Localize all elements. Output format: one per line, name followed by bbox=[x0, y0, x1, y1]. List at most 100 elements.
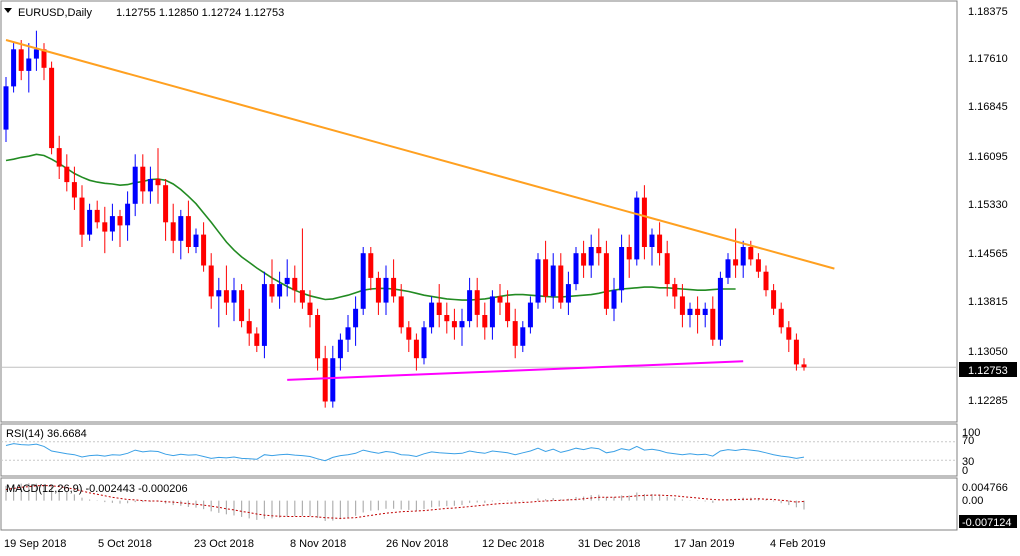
candle-body bbox=[193, 234, 199, 247]
candle-body bbox=[239, 290, 245, 322]
candle-body bbox=[725, 259, 731, 278]
date-tick: 31 Dec 2018 bbox=[578, 538, 640, 550]
macd-axis: 0.004766 0.00 -0.007124 bbox=[959, 482, 1017, 529]
date-tick: 5 Oct 2018 bbox=[98, 538, 152, 550]
last-price-box bbox=[959, 362, 1017, 377]
candle-body bbox=[11, 49, 17, 87]
candle-body bbox=[307, 302, 313, 315]
candle-body bbox=[170, 222, 176, 241]
candle-body bbox=[49, 67, 55, 149]
candle-body bbox=[383, 277, 389, 303]
candle-body bbox=[71, 182, 77, 198]
price-tick: 1.13815 bbox=[968, 296, 1008, 308]
rsi-layer bbox=[1, 441, 957, 462]
candle-body bbox=[657, 234, 663, 254]
candle-body bbox=[322, 358, 328, 402]
candle-body bbox=[117, 216, 123, 226]
candle-body bbox=[330, 358, 336, 402]
candle-body bbox=[771, 290, 777, 309]
price-tick: 1.14565 bbox=[968, 248, 1008, 260]
candle-body bbox=[695, 308, 701, 315]
date-axis: 19 Sep 2018 5 Oct 2018 23 Oct 2018 8 Nov… bbox=[4, 538, 826, 550]
candle-body bbox=[497, 296, 503, 303]
ohlc-values: 1.12755 1.12850 1.12724 1.12753 bbox=[116, 7, 284, 19]
candle-body bbox=[679, 296, 685, 315]
rsi-line bbox=[5, 443, 805, 462]
date-tick: 23 Oct 2018 bbox=[194, 538, 254, 550]
symbol-label: EURUSD,Daily bbox=[18, 7, 92, 19]
candle-body bbox=[520, 327, 526, 346]
candle-body bbox=[626, 247, 632, 260]
candle-body bbox=[269, 284, 275, 297]
candle-body bbox=[216, 290, 222, 297]
date-tick: 26 Nov 2018 bbox=[386, 538, 448, 550]
price-tick: 1.12285 bbox=[968, 395, 1008, 407]
candle-body bbox=[277, 284, 283, 297]
macd-signal-line bbox=[5, 484, 805, 519]
candle-body bbox=[33, 49, 39, 59]
rsi-tick: 100 bbox=[962, 427, 980, 439]
candle-body bbox=[185, 216, 191, 247]
candle-body bbox=[672, 284, 678, 297]
candle-body bbox=[763, 271, 769, 291]
candle-body bbox=[421, 327, 427, 359]
candle-body bbox=[581, 253, 587, 266]
macd-label: MACD(12,26,9) -0.002443 -0.000206 bbox=[6, 483, 188, 495]
candle-body bbox=[391, 277, 397, 297]
price-panel bbox=[0, 0, 958, 423]
candle-body bbox=[64, 166, 70, 183]
price-axis: 1.18375 1.17610 1.16845 1.16095 1.15330 … bbox=[959, 6, 1017, 407]
candle-body bbox=[786, 327, 792, 340]
candle-body bbox=[125, 203, 131, 226]
candle-body bbox=[733, 259, 739, 266]
date-tick: 8 Nov 2018 bbox=[290, 538, 346, 550]
candle-body bbox=[353, 308, 359, 328]
candle-body bbox=[459, 321, 465, 328]
candle-body bbox=[558, 265, 564, 303]
triangle-down-icon[interactable] bbox=[4, 8, 12, 13]
macd-tick: 0.004766 bbox=[962, 482, 1008, 494]
candle-body bbox=[603, 253, 609, 309]
rsi-tick: 0 bbox=[962, 465, 968, 477]
price-tick: 1.13050 bbox=[968, 346, 1008, 358]
price-layer bbox=[1, 30, 957, 408]
panels bbox=[0, 0, 958, 531]
candle-body bbox=[231, 290, 237, 303]
candle-body bbox=[535, 259, 541, 303]
candle-body bbox=[801, 364, 807, 368]
macd-panel bbox=[0, 477, 958, 531]
rsi-tick: 70 bbox=[962, 435, 974, 447]
candle-body bbox=[299, 290, 305, 303]
candle-body bbox=[565, 284, 571, 303]
price-tick: 1.15330 bbox=[968, 199, 1008, 211]
candle-body bbox=[147, 179, 153, 192]
candle-body bbox=[482, 315, 488, 328]
candle-body bbox=[573, 253, 579, 285]
candle-body bbox=[611, 290, 617, 309]
rsi-axis: 100 70 30 0 bbox=[962, 427, 980, 477]
candle-body bbox=[26, 58, 32, 71]
candle-body bbox=[512, 321, 518, 346]
candle-body bbox=[793, 339, 799, 365]
candle-body bbox=[87, 209, 93, 235]
candle-body bbox=[641, 197, 647, 247]
candle-body bbox=[451, 321, 457, 328]
macd-tick: 0.00 bbox=[962, 495, 983, 507]
candle-body bbox=[360, 253, 366, 309]
candle-body bbox=[140, 166, 146, 192]
candle-body bbox=[178, 216, 184, 241]
macd-last-box bbox=[959, 515, 1017, 528]
candle-body bbox=[413, 339, 419, 359]
candle-body bbox=[254, 333, 260, 346]
candle-body bbox=[550, 265, 556, 297]
candle-body bbox=[261, 284, 267, 346]
candle-body bbox=[79, 197, 85, 235]
candle-body bbox=[596, 247, 602, 254]
candle-body bbox=[505, 302, 511, 322]
macd-layer bbox=[5, 483, 805, 521]
candle-body bbox=[755, 259, 761, 272]
price-tick: 1.17610 bbox=[968, 53, 1008, 65]
candle-body bbox=[406, 327, 412, 340]
candle-body bbox=[41, 49, 47, 68]
